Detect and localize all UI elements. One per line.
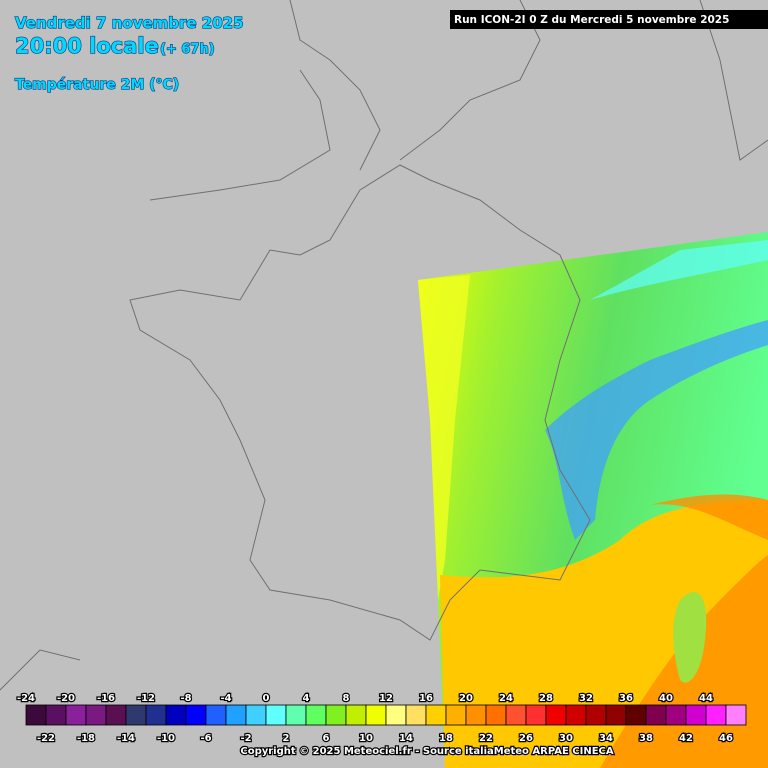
legend-label: -18	[77, 733, 95, 744]
legend-label: 6	[323, 733, 330, 744]
legend-label: -16	[97, 693, 115, 704]
legend-label: 28	[539, 693, 553, 704]
legend-swatch	[365, 704, 387, 726]
legend-label: -24	[17, 693, 35, 704]
variable-title: Température 2M (°C)	[15, 77, 179, 93]
legend-swatch	[645, 704, 667, 726]
legend-label: 12	[379, 693, 393, 704]
legend-label: 42	[679, 733, 693, 744]
legend-label: 16	[419, 693, 433, 704]
legend-label: -22	[37, 733, 55, 744]
legend-label: 26	[519, 733, 533, 744]
legend-label: 0	[263, 693, 270, 704]
legend-swatch	[525, 704, 547, 726]
forecast-time: 20:00 locale	[15, 34, 159, 58]
legend-swatch	[145, 704, 167, 726]
legend-label: -8	[180, 693, 191, 704]
legend-label: 40	[659, 693, 673, 704]
legend-label: 20	[459, 693, 473, 704]
legend-swatch	[405, 704, 427, 726]
legend-swatch	[585, 704, 607, 726]
legend-swatch	[225, 704, 247, 726]
legend-swatch	[325, 704, 347, 726]
legend-swatch	[265, 704, 287, 726]
legend-label: 18	[439, 733, 453, 744]
forecast-date: Vendredi 7 novembre 2025	[15, 14, 244, 32]
legend-label: 2	[283, 733, 290, 744]
legend-swatch	[465, 704, 487, 726]
model-field	[418, 232, 768, 768]
legend-label: 34	[599, 733, 613, 744]
legend-label: -20	[57, 693, 75, 704]
legend-label: -6	[200, 733, 211, 744]
legend-swatch	[545, 704, 567, 726]
legend-label: -14	[117, 733, 135, 744]
legend-label: 10	[359, 733, 373, 744]
legend-swatch	[105, 704, 127, 726]
legend-swatch	[205, 704, 227, 726]
legend-label: 24	[499, 693, 513, 704]
legend-label: -4	[220, 693, 231, 704]
legend-swatch	[705, 704, 727, 726]
legend-swatch	[65, 704, 87, 726]
legend-swatch	[725, 704, 747, 726]
legend-label: 30	[559, 733, 573, 744]
legend-swatch	[185, 704, 207, 726]
legend-label: 4	[303, 693, 310, 704]
legend-label: 8	[343, 693, 350, 704]
legend-swatch	[45, 704, 67, 726]
legend-label: -10	[157, 733, 175, 744]
legend-label: 44	[699, 693, 713, 704]
legend-label: 22	[479, 733, 493, 744]
legend-swatch	[25, 704, 47, 726]
legend-swatch	[445, 704, 467, 726]
legend-swatch	[85, 704, 107, 726]
legend-swatch	[685, 704, 707, 726]
run-info: Run ICON-2I 0 Z du Mercredi 5 novembre 2…	[454, 14, 729, 26]
legend-swatch	[245, 704, 267, 726]
legend-swatch	[305, 704, 327, 726]
run-box	[450, 10, 768, 29]
color-legend: -24-22-20-18-16-14-12-10-8-6-4-202468101…	[16, 692, 747, 745]
legend-label: 32	[579, 693, 593, 704]
borders	[0, 0, 768, 691]
legend-label: 46	[719, 733, 733, 744]
legend-swatch	[385, 704, 407, 726]
copyright: Copyright © 2025 Meteociel.fr - Source i…	[240, 746, 614, 757]
legend-swatch	[605, 704, 627, 726]
legend-label: 38	[639, 733, 653, 744]
legend-swatch	[625, 704, 647, 726]
legend-swatch	[485, 704, 507, 726]
legend-swatch	[165, 704, 187, 726]
legend-swatch	[125, 704, 147, 726]
legend-swatch	[665, 704, 687, 726]
legend-label: -12	[137, 693, 155, 704]
legend-label: 36	[619, 693, 633, 704]
legend-swatch	[345, 704, 367, 726]
legend-label: -2	[240, 733, 251, 744]
legend-swatch	[565, 704, 587, 726]
forecast-offset: (+ 67h)	[160, 42, 215, 57]
legend-swatch	[285, 704, 307, 726]
legend-swatch	[505, 704, 527, 726]
legend-label: 14	[399, 733, 413, 744]
legend-swatch	[425, 704, 447, 726]
